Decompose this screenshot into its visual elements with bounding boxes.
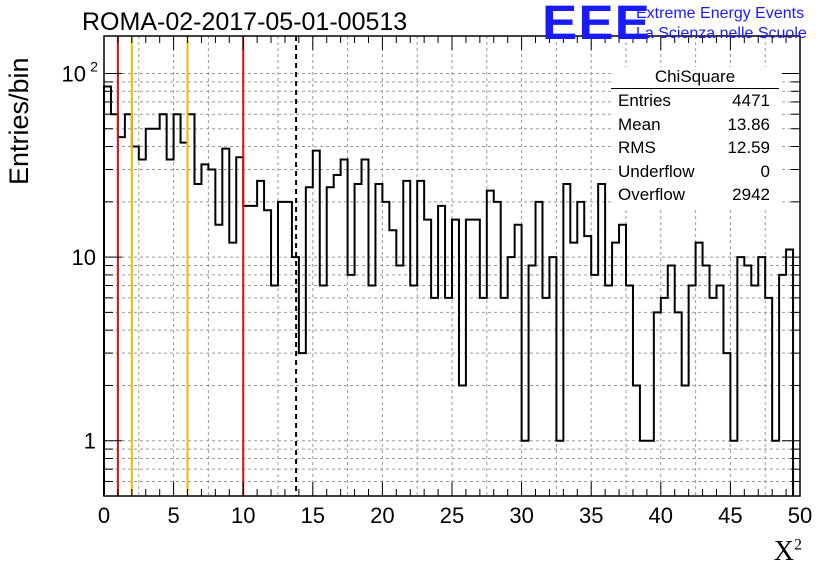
stats-box-title: ChiSquare <box>611 67 779 89</box>
logo-line-1: Extreme Energy Events <box>636 5 805 22</box>
histogram-series <box>103 85 795 496</box>
x-tick-label: 35 <box>579 503 603 528</box>
stats-row-mean: Mean 13.86 <box>618 114 770 134</box>
stats-row-entries: Entries 4471 <box>618 91 770 110</box>
x-tick-label: 0 <box>98 503 110 528</box>
stats-box: ChiSquare Entries 4471 Mean 13.86 RMS 12.59… <box>611 67 779 207</box>
x-tick-label: 15 <box>301 503 325 528</box>
x-tick-label: 25 <box>440 503 464 528</box>
y-tick-label: 10 <box>72 245 96 270</box>
x-tick-label: 10 <box>231 503 255 528</box>
stats-row-overflow: Overflow 2942 <box>618 185 770 204</box>
x-tick-label: 5 <box>167 503 179 528</box>
x-tick-label: 30 <box>509 503 533 528</box>
y-tick-label: 1 <box>84 429 96 454</box>
y-tick-label: 10 <box>62 61 86 86</box>
stats-row-underflow: Underflow 0 <box>618 161 770 181</box>
chart-title: ROMA-02-2017-05-01-00513 <box>82 8 408 36</box>
x-tick-label: 20 <box>370 503 394 528</box>
x-tick-label: 50 <box>788 503 812 528</box>
x-tick-label: 45 <box>718 503 742 528</box>
stats-row-rms: RMS 12.59 <box>618 138 770 157</box>
y-tick-label-exponent: 2 <box>90 58 98 74</box>
logo-line-2: La Scienza nelle Scuole <box>636 25 807 42</box>
eee-logo-text: Extreme Energy Events La Scienza nelle S… <box>636 4 807 44</box>
y-axis-label: Entries/bin <box>4 57 34 185</box>
x-tick-label: 40 <box>649 503 673 528</box>
eee-logo-mark: EEE <box>542 0 651 50</box>
x-axis-label: X2 <box>773 536 802 567</box>
